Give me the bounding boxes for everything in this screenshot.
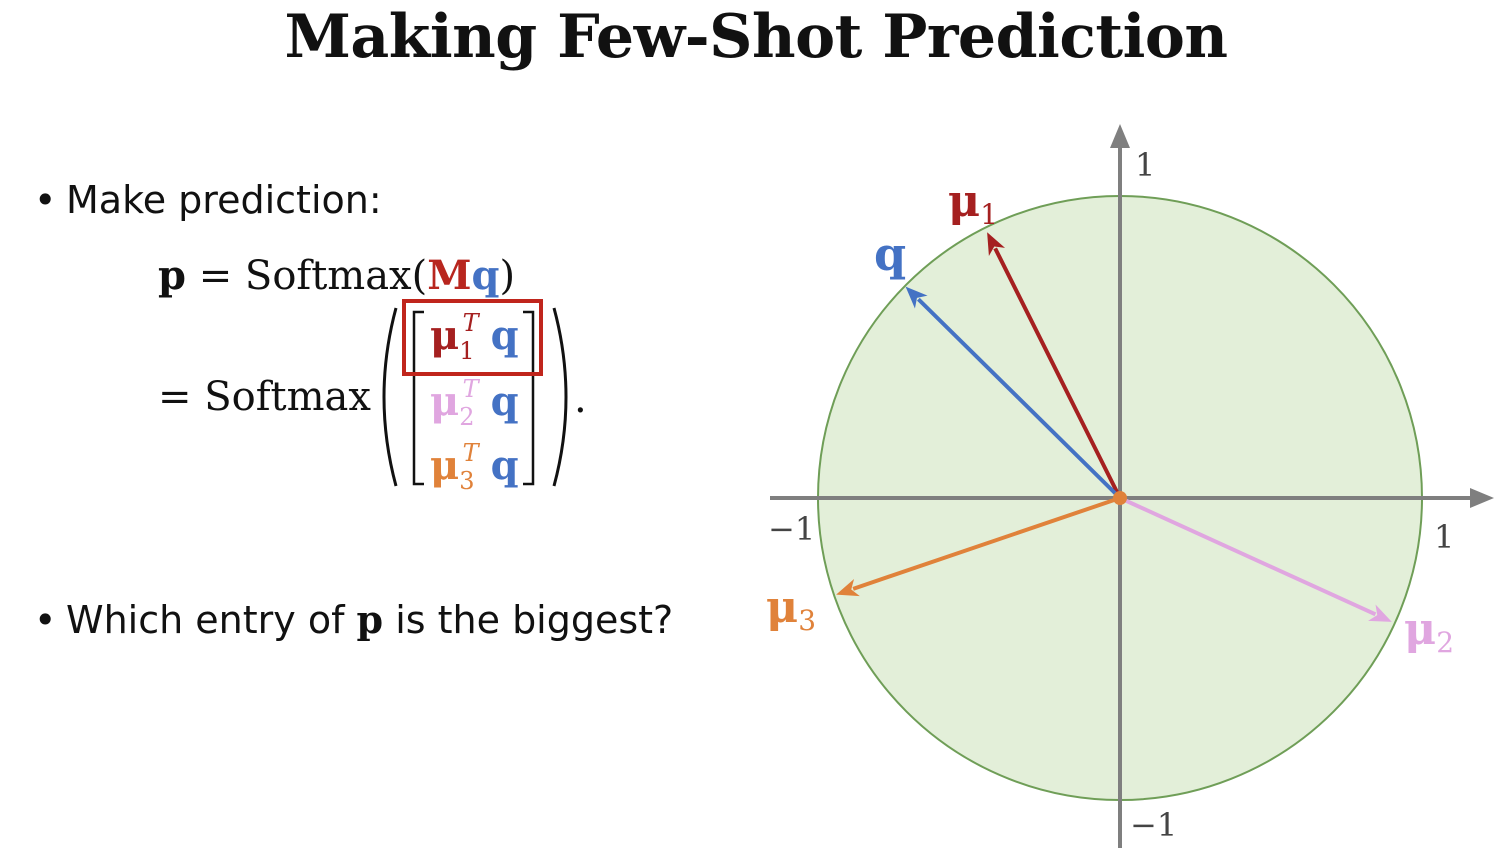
matrix-row-3: μ3T q xyxy=(430,439,519,495)
highlight-box-row-1 xyxy=(402,299,543,376)
vector-mu1-line xyxy=(993,247,1122,499)
row3-sub: 3 xyxy=(459,467,475,495)
right-paren xyxy=(552,307,568,487)
bullet-which-entry: • Which entry of p is the biggest? xyxy=(34,597,673,642)
vector-mu3 xyxy=(836,496,1121,597)
vector-mu2-line xyxy=(1119,496,1377,617)
row2-mu: μ xyxy=(430,378,460,425)
label-mu2-sub: 2 xyxy=(1436,626,1454,659)
x-neg-label: −1 xyxy=(768,510,815,548)
row2-sup: T xyxy=(462,375,479,403)
eq-matrix-M: M xyxy=(427,252,472,299)
vector-mu3-line xyxy=(852,496,1121,591)
x-axis-arrow xyxy=(1470,488,1494,508)
vector-q-line xyxy=(916,297,1122,500)
matrix-row-2: μ2T q xyxy=(430,375,519,431)
eq-lhs-p: p xyxy=(158,252,186,299)
row1-mu: μ xyxy=(430,312,460,359)
bullet-text: Make prediction: xyxy=(66,178,382,222)
label-mu1-sub: 1 xyxy=(980,198,998,231)
eq-period: . xyxy=(574,376,587,422)
label-mu3-sub: 3 xyxy=(798,604,816,637)
bullet-var-p: p xyxy=(356,597,384,642)
row3-sup: T xyxy=(462,439,479,467)
label-mu3-symbol: μ xyxy=(766,582,798,633)
row3-mu: μ xyxy=(430,442,460,489)
row3-q: q xyxy=(490,442,519,489)
y-pos-label: 1 xyxy=(1135,146,1155,184)
vector-group xyxy=(836,232,1392,622)
label-mu3: μ3 xyxy=(766,582,816,637)
eq-softmax-close: ) xyxy=(499,253,516,299)
vector-mu2-arrowhead xyxy=(1368,604,1392,622)
eq-softmax-open: = Softmax( xyxy=(198,253,428,299)
vector-mu2 xyxy=(1119,496,1392,622)
label-mu2: μ2 xyxy=(1404,604,1454,659)
equation-line-1: p = Softmax(Mq) xyxy=(158,252,515,299)
matrix-row-1: μ1T q xyxy=(430,309,519,365)
left-bracket xyxy=(412,310,424,486)
row1-q: q xyxy=(490,312,519,359)
vector-mu3-arrowhead xyxy=(836,579,860,597)
vector-q-arrowhead xyxy=(905,286,928,309)
origin-dot xyxy=(1113,491,1127,505)
vector-mu1-arrowhead xyxy=(987,232,1006,256)
label-q: q xyxy=(874,227,906,281)
bullet-text-suffix: is the biggest? xyxy=(383,598,674,642)
bullet-text-prefix: Which entry of xyxy=(66,598,357,642)
page-title: Making Few-Shot Prediction xyxy=(284,2,1228,72)
row1-sub: 1 xyxy=(459,337,475,365)
vector-q xyxy=(905,286,1122,500)
vector-mu1 xyxy=(987,232,1122,499)
bullet-dot: • xyxy=(34,178,57,222)
bullet-dot: • xyxy=(34,598,57,642)
label-mu2-symbol: μ xyxy=(1404,604,1436,655)
equation-line-2: = Softmax xyxy=(158,374,371,420)
label-mu1-symbol: μ xyxy=(948,176,980,227)
eq-vector-q: q xyxy=(471,252,500,299)
y-neg-label: −1 xyxy=(1130,806,1177,844)
row2-q: q xyxy=(490,378,519,425)
x-pos-label: 1 xyxy=(1434,518,1454,556)
label-mu1: μ1 xyxy=(948,176,998,231)
left-paren xyxy=(382,307,398,487)
row1-sup: T xyxy=(462,309,479,337)
right-bracket xyxy=(523,310,535,486)
row2-sub: 2 xyxy=(459,403,475,431)
y-axis-arrow xyxy=(1110,124,1130,148)
eq-softmax-2: = Softmax xyxy=(158,374,371,420)
bullet-make-prediction: • Make prediction: xyxy=(34,178,382,222)
